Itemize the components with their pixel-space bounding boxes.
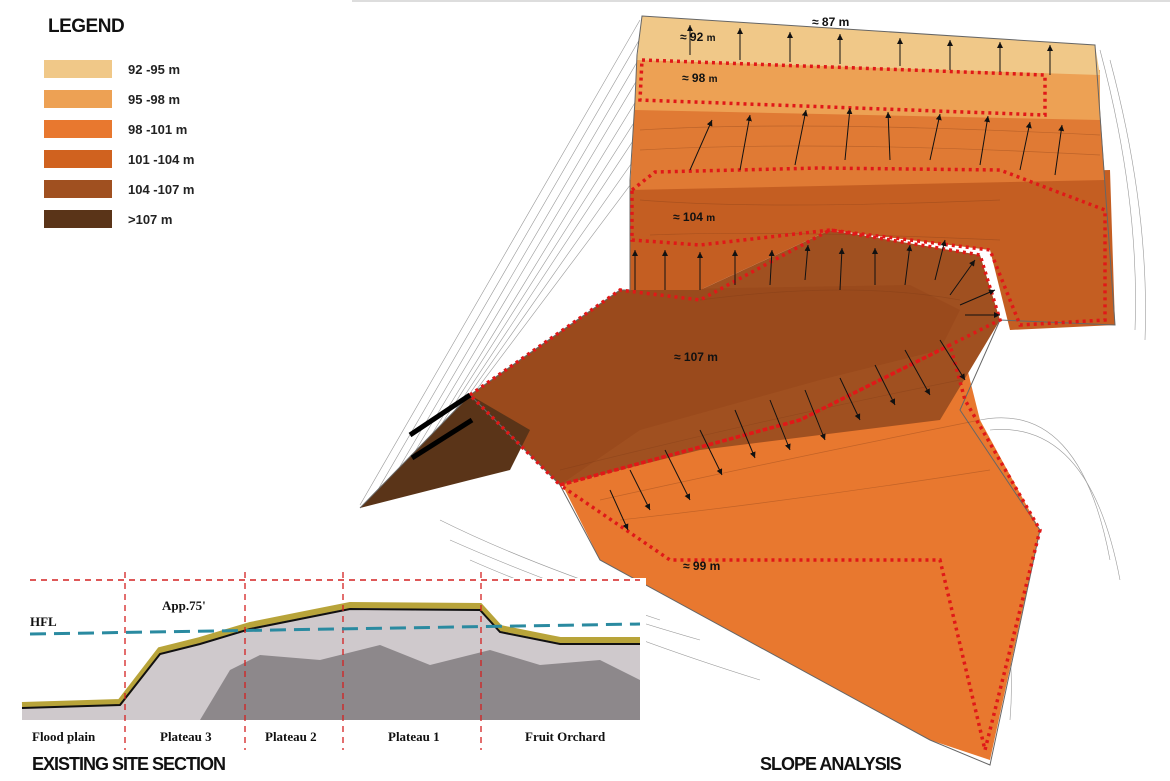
legend-item: 95 -98 m <box>44 90 180 108</box>
legend-label: 104 -107 m <box>128 181 195 197</box>
label-99m: ≈ 99 m <box>683 559 720 573</box>
label-92: ≈ 92 m <box>680 30 716 44</box>
legend-swatch <box>44 150 112 168</box>
label-107m: ≈ 107 m <box>674 350 718 364</box>
legend-label: 98 -101 m <box>128 121 188 137</box>
zone-label: Plateau 3 <box>160 729 212 744</box>
height-note: App.75' <box>162 598 206 613</box>
zone-label: Plateau 1 <box>388 729 440 744</box>
legend-swatch <box>44 180 112 198</box>
legend-item: >107 m <box>44 210 172 228</box>
hfl-label: HFL <box>30 614 57 629</box>
site-section: HFL App.75' Flood plain Plateau 3 Plateau … <box>21 572 646 774</box>
legend-swatch <box>44 120 112 138</box>
legend-item: 104 -107 m <box>44 180 195 198</box>
label-87m: ≈ 87 m <box>812 15 849 29</box>
label-104: ≈ 104 m <box>673 210 715 224</box>
legend-swatch <box>44 60 112 78</box>
legend-label: 101 -104 m <box>128 151 195 167</box>
zone-outlines <box>467 58 1107 751</box>
zone-label: Flood plain <box>32 729 96 744</box>
section-base-dark <box>200 645 640 720</box>
section-zone-labels: Flood plain Plateau 3 Plateau 2 Plateau 1 Fr… <box>32 729 606 744</box>
legend-swatch <box>44 210 112 228</box>
existing-site-section-caption: EXISTING SITE SECTION <box>32 754 225 774</box>
label-98: ≈ 98 m <box>682 71 718 85</box>
legend-label: >107 m <box>128 211 173 227</box>
elevation-zones <box>360 16 1115 760</box>
hfl-line <box>29 622 641 636</box>
zone-summit <box>360 395 530 508</box>
zone-label: Fruit Orchard <box>525 729 606 744</box>
legend-label: 95 -98 m <box>128 91 181 107</box>
zone-label: Plateau 2 <box>265 729 317 744</box>
legend-item: 92 -95 m <box>44 60 180 78</box>
slope-arrows <box>609 25 1065 531</box>
zone-101m <box>630 170 1115 330</box>
legend-item: 98 -101 m <box>44 120 187 138</box>
zone-92m <box>637 16 1100 75</box>
legend-swatch <box>44 90 112 108</box>
section-profile <box>21 601 640 708</box>
slope-analysis-caption: SLOPE ANALYSIS <box>760 754 902 774</box>
zone-107m <box>470 285 960 485</box>
legend-item: 101 -104 m <box>44 150 195 168</box>
legend-title: LEGEND <box>48 16 125 37</box>
legend-label: 92 -95 m <box>128 61 181 77</box>
